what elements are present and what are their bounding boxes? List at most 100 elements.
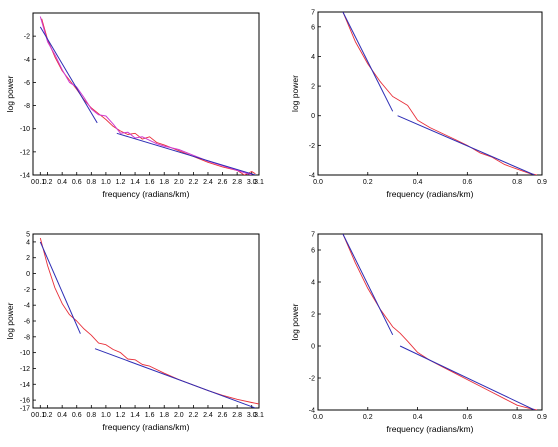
x-tick-label: 1.2 — [116, 412, 126, 419]
series-line-2 — [342, 12, 394, 112]
x-tick-label: 0.6 — [72, 179, 82, 186]
y-tick-label: 6 — [311, 24, 315, 31]
y-tick-label: -17 — [20, 406, 30, 413]
x-tick-label: 0.4 — [413, 414, 423, 421]
x-axis-label: frequency (radians/km) — [387, 189, 474, 199]
x-tick-label: 0.8 — [512, 414, 522, 421]
series-line-2 — [39, 16, 252, 175]
x-tick-label: 0 — [31, 412, 35, 419]
x-tick-label: 0.1 — [35, 412, 45, 419]
x-tick-label: 3.1 — [254, 412, 264, 419]
y-tick-label: 6 — [311, 248, 315, 255]
x-tick-label: 2.0 — [174, 179, 184, 186]
y-tick-label: -4 — [24, 303, 30, 310]
x-tick-label: 3.0 — [247, 412, 257, 419]
y-tick-label: -2 — [24, 34, 30, 41]
y-axis-label: log power — [290, 303, 300, 340]
x-tick-label: 0.6 — [462, 179, 472, 186]
x-tick-label: 2.8 — [232, 179, 242, 186]
y-tick-label: -12 — [20, 149, 30, 156]
x-tick-label: 1.8 — [159, 179, 169, 186]
y-tick-label: -8 — [24, 334, 30, 341]
x-tick-label: 1.0 — [101, 179, 111, 186]
x-axis-label: frequency (radians/km) — [103, 189, 190, 199]
y-tick-label: 7 — [311, 10, 315, 17]
x-tick-label: 1.2 — [116, 179, 126, 186]
x-tick-label: 1.8 — [159, 412, 169, 419]
x-tick-label: 0.8 — [86, 179, 96, 186]
x-tick-label: 1.0 — [101, 412, 111, 419]
x-tick-label: 2.0 — [174, 412, 184, 419]
x-tick-label: 0.0 — [313, 414, 323, 421]
y-tick-label: -10 — [20, 350, 30, 357]
x-axis-label: frequency (radians/km) — [103, 422, 190, 432]
x-tick-label: 1.6 — [145, 412, 155, 419]
series-line-4 — [116, 132, 256, 175]
y-tick-label: 7 — [311, 232, 315, 239]
x-tick-label: 0.9 — [537, 414, 547, 421]
series-line-1 — [41, 18, 256, 175]
y-tick-label: -10 — [20, 126, 30, 133]
chart-panel-2: 0.0 0.2 0.4 0.6 0.8 0.9 7 6 4 2 0 -2 -4 frequency (ra… — [290, 10, 547, 200]
x-axis-label: frequency (radians/km) — [387, 424, 474, 434]
plot-area — [32, 12, 260, 176]
y-tick-label: 0 — [311, 113, 315, 120]
y-tick-label: 4 — [311, 280, 315, 287]
x-tick-label: 0.2 — [43, 412, 53, 419]
y-tick-label: -6 — [24, 80, 30, 87]
x-tick-label: 0.4 — [57, 179, 67, 186]
y-tick-label: -2 — [309, 143, 315, 150]
y-tick-label: 2 — [26, 255, 30, 262]
y-tick-label: 4 — [311, 54, 315, 61]
y-tick-label: 0 — [311, 344, 315, 351]
y-tick-label: -14 — [20, 382, 30, 389]
chart-panel-1: 0 0.10.2 0.4 0.6 0.8 1.0 1.2 1.4 1.6 1.8 2.0 2.2 2.4… — [5, 12, 264, 199]
y-axis-label: log power — [5, 302, 15, 339]
x-tick-label: 1.4 — [130, 412, 140, 419]
y-tick-label: 2 — [311, 312, 315, 319]
series-line-3 — [39, 26, 98, 124]
plot-area — [317, 11, 543, 176]
y-tick-label: -16 — [20, 398, 30, 405]
plot-area — [317, 233, 543, 411]
x-tick-label: 2.2 — [189, 412, 199, 419]
x-tick-label: 1.4 — [130, 179, 140, 186]
x-tick-label: 0.2 — [43, 179, 53, 186]
series-line-2 — [39, 241, 81, 334]
y-tick-label: -4 — [309, 408, 315, 415]
series-line-2 — [342, 234, 394, 336]
chart-panel-3: 0 0.10.2 0.4 0.6 0.8 1.0 1.2 1.4 1.6 1.8 2.0 2.2 2.4… — [5, 232, 264, 433]
x-tick-label: 0.2 — [363, 414, 373, 421]
y-tick-label: -4 — [24, 57, 30, 64]
x-tick-label: 1.6 — [145, 179, 155, 186]
x-tick-label: 2.6 — [218, 179, 228, 186]
x-tick-label: 0.2 — [363, 179, 373, 186]
x-tick-label: 0.4 — [413, 179, 423, 186]
x-tick-label: 2.4 — [203, 179, 213, 186]
x-tick-label: 0.8 — [512, 179, 522, 186]
y-tick-label: -2 — [309, 376, 315, 383]
x-tick-label: 0.0 — [313, 179, 323, 186]
y-tick-label: -2 — [24, 287, 30, 294]
x-tick-label: 0 — [31, 179, 35, 186]
plot-area — [32, 233, 260, 409]
x-tick-label: 3.0 — [247, 179, 257, 186]
series-line-3 — [399, 345, 535, 410]
x-tick-label: 0.9 — [537, 179, 547, 186]
x-tick-label: 0.1 — [35, 179, 45, 186]
y-tick-label: -8 — [24, 103, 30, 110]
y-tick-label: -4 — [309, 173, 315, 180]
x-tick-label: 0.4 — [57, 412, 67, 419]
series-line-1 — [342, 12, 538, 175]
y-tick-label: 2 — [311, 84, 315, 91]
x-tick-label: 3.1 — [254, 179, 264, 186]
x-tick-label: 2.4 — [203, 412, 213, 419]
x-tick-label: 2.8 — [232, 412, 242, 419]
x-tick-label: 0.8 — [86, 412, 96, 419]
y-axis-label: log power — [290, 75, 300, 112]
y-tick-label: 5 — [26, 232, 30, 239]
y-tick-label: -12 — [20, 366, 30, 373]
y-tick-label: -6 — [24, 319, 30, 326]
x-tick-label: 2.6 — [218, 412, 228, 419]
